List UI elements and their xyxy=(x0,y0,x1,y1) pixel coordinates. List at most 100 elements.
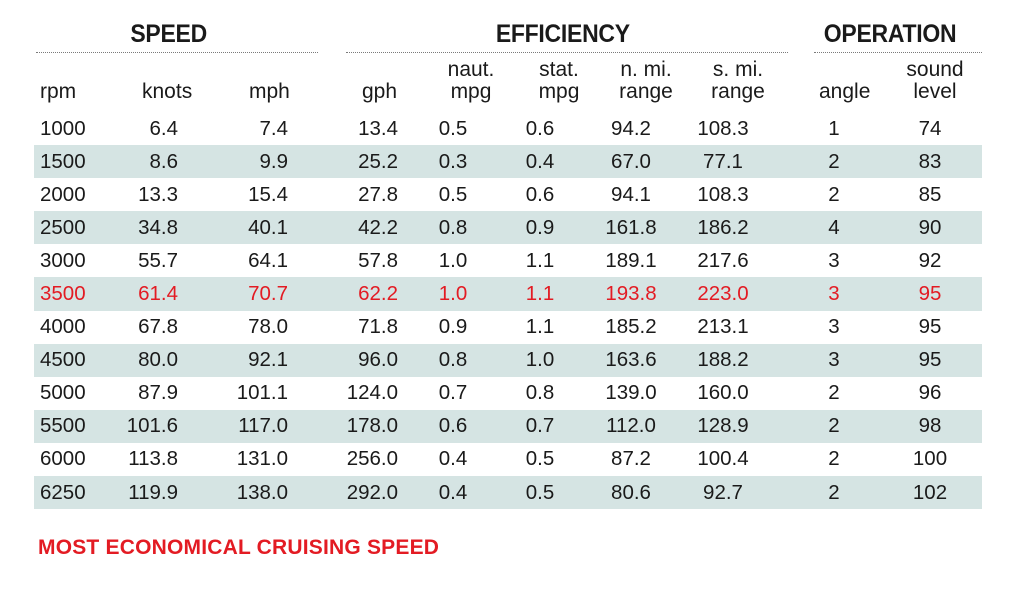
cell-mph: 117.0 xyxy=(186,409,294,443)
performance-table: 1000 6.4 7.4 13.4 0.5 0.6 94.2 108.3 1 74 1500 8.6 9… xyxy=(34,112,982,510)
cell-knots: 80.0 xyxy=(110,343,186,377)
cell-knots: 113.8 xyxy=(128,447,178,471)
cell-knots: 61.4 xyxy=(110,277,186,311)
cell-nmi-range: 94.1 xyxy=(611,182,651,206)
cell-sound-level: 74 xyxy=(918,116,942,140)
table-row: 1500 8.6 9.9 25.2 0.3 0.4 67.0 77.1 2 83 xyxy=(34,145,982,179)
cell-angle: 3 xyxy=(828,248,840,272)
cell-rpm: 3500 xyxy=(34,277,110,311)
table-row: 3000 55.7 64.1 57.8 1.0 1.1 189.1 217.6 3 92 xyxy=(34,244,982,277)
cell-nmi-range: 189.1 xyxy=(605,248,657,272)
cell-gph: 27.8 xyxy=(358,182,398,206)
cell-stat-mpg: 0.6 xyxy=(525,182,555,206)
cell-nmi-range: 87.2 xyxy=(611,447,651,471)
col-header-angle: angle xyxy=(819,80,871,103)
cell-nmi-range: 67.0 xyxy=(580,145,676,179)
performance-table-body: 1000 6.4 7.4 13.4 0.5 0.6 94.2 108.3 1 74 1500 8.6 9… xyxy=(34,112,982,510)
cell-nmi-range: 161.8 xyxy=(580,211,676,245)
cell-sound-level: 95 xyxy=(878,343,982,377)
cell-mph: 7.4 xyxy=(259,116,289,140)
cell-gph: 124.0 xyxy=(346,381,398,405)
cell-smi-range: 217.6 xyxy=(697,248,749,272)
table-row: 1000 6.4 7.4 13.4 0.5 0.6 94.2 108.3 1 74 xyxy=(34,112,982,145)
table-row: 3500 61.4 70.7 62.2 1.0 1.1 193.8 223.0 3 95 xyxy=(34,277,982,311)
cell-mph: 101.1 xyxy=(236,381,288,405)
cell-smi-range: 108.3 xyxy=(697,116,749,140)
col-header-nmi-range: n. mi. range xyxy=(619,58,673,103)
cell-knots: 55.7 xyxy=(138,248,178,272)
cell-rpm: 6000 xyxy=(40,447,86,471)
group-rule-operation xyxy=(814,52,982,53)
cell-smi-range: 188.2 xyxy=(676,343,770,377)
cell-angle: 2 xyxy=(770,145,878,179)
cell-sound-level: 100 xyxy=(912,447,948,471)
cell-nmi-range: 185.2 xyxy=(605,315,657,339)
cell-angle: 2 xyxy=(828,182,840,206)
cell-smi-range: 92.7 xyxy=(676,476,770,510)
cell-knots: 87.9 xyxy=(138,381,178,405)
cell-angle: 3 xyxy=(770,343,878,377)
cell-naut-mpg: 1.0 xyxy=(438,248,468,272)
cell-nmi-range: 139.0 xyxy=(605,381,657,405)
cell-gph: 13.4 xyxy=(358,116,398,140)
cell-gph: 292.0 xyxy=(294,476,412,510)
col-header-stat-mpg: stat. mpg xyxy=(538,58,580,103)
cell-stat-mpg: 0.9 xyxy=(494,211,580,245)
cell-sound-level: 95 xyxy=(918,315,942,339)
cell-angle: 3 xyxy=(770,277,878,311)
cell-gph: 57.8 xyxy=(358,248,398,272)
cell-mph: 64.1 xyxy=(248,248,288,272)
cell-rpm: 3000 xyxy=(40,248,86,272)
cell-mph: 70.7 xyxy=(186,277,294,311)
cell-stat-mpg: 1.1 xyxy=(494,277,580,311)
table-row: 6250 119.9 138.0 292.0 0.4 0.5 80.6 92.7 2 102 xyxy=(34,476,982,510)
cell-sound-level: 98 xyxy=(878,409,982,443)
cell-angle: 2 xyxy=(770,409,878,443)
cell-gph: 256.0 xyxy=(346,447,398,471)
cell-naut-mpg: 1.0 xyxy=(412,277,494,311)
cell-mph: 78.0 xyxy=(248,315,288,339)
group-rule-efficiency xyxy=(346,52,788,53)
cell-naut-mpg: 0.3 xyxy=(412,145,494,179)
col-header-naut-mpg: naut. mpg xyxy=(447,58,495,103)
cell-knots: 101.6 xyxy=(110,409,186,443)
table-row: 4500 80.0 92.1 96.0 0.8 1.0 163.6 188.2 3 95 xyxy=(34,343,982,377)
cell-naut-mpg: 0.6 xyxy=(412,409,494,443)
cell-nmi-range: 193.8 xyxy=(580,277,676,311)
table-row: 5500 101.6 117.0 178.0 0.6 0.7 112.0 128.9 2 98 xyxy=(34,409,982,443)
cell-mph: 15.4 xyxy=(248,182,288,206)
table-row: 2000 13.3 15.4 27.8 0.5 0.6 94.1 108.3 2 85 xyxy=(34,178,982,211)
cell-sound-level: 95 xyxy=(878,277,982,311)
col-header-smi-range: s. mi. range xyxy=(711,58,765,103)
cell-gph: 25.2 xyxy=(294,145,412,179)
cell-naut-mpg: 0.8 xyxy=(412,343,494,377)
cell-gph: 42.2 xyxy=(294,211,412,245)
cell-stat-mpg: 0.5 xyxy=(525,447,555,471)
cell-rpm: 5500 xyxy=(34,409,110,443)
table-row: 6000 113.8 131.0 256.0 0.4 0.5 87.2 100.4 2 100 xyxy=(34,443,982,476)
cell-stat-mpg: 0.6 xyxy=(525,116,555,140)
cell-angle: 4 xyxy=(770,211,878,245)
cell-mph: 138.0 xyxy=(186,476,294,510)
col-header-rpm: rpm xyxy=(40,80,77,103)
legend-most-economical: MOST ECONOMICAL CRUISING SPEED xyxy=(38,536,440,559)
cell-rpm: 4500 xyxy=(34,343,110,377)
cell-stat-mpg: 0.8 xyxy=(525,381,555,405)
group-title-speed: SPEED xyxy=(130,20,207,48)
group-rule-speed xyxy=(36,52,318,53)
cell-stat-mpg: 0.5 xyxy=(494,476,580,510)
cell-naut-mpg: 0.4 xyxy=(412,476,494,510)
cell-smi-range: 186.2 xyxy=(676,211,770,245)
cell-knots: 67.8 xyxy=(138,315,178,339)
cell-gph: 62.2 xyxy=(294,277,412,311)
group-title-operation: OPERATION xyxy=(823,20,957,48)
cell-smi-range: 108.3 xyxy=(697,182,749,206)
cell-gph: 96.0 xyxy=(294,343,412,377)
cell-knots: 8.6 xyxy=(110,145,186,179)
cell-sound-level: 85 xyxy=(918,182,942,206)
cell-stat-mpg: 1.1 xyxy=(525,315,555,339)
cell-sound-level: 90 xyxy=(878,211,982,245)
cell-mph: 131.0 xyxy=(236,447,288,471)
col-header-gph: gph xyxy=(362,80,398,103)
cell-naut-mpg: 0.7 xyxy=(438,381,468,405)
